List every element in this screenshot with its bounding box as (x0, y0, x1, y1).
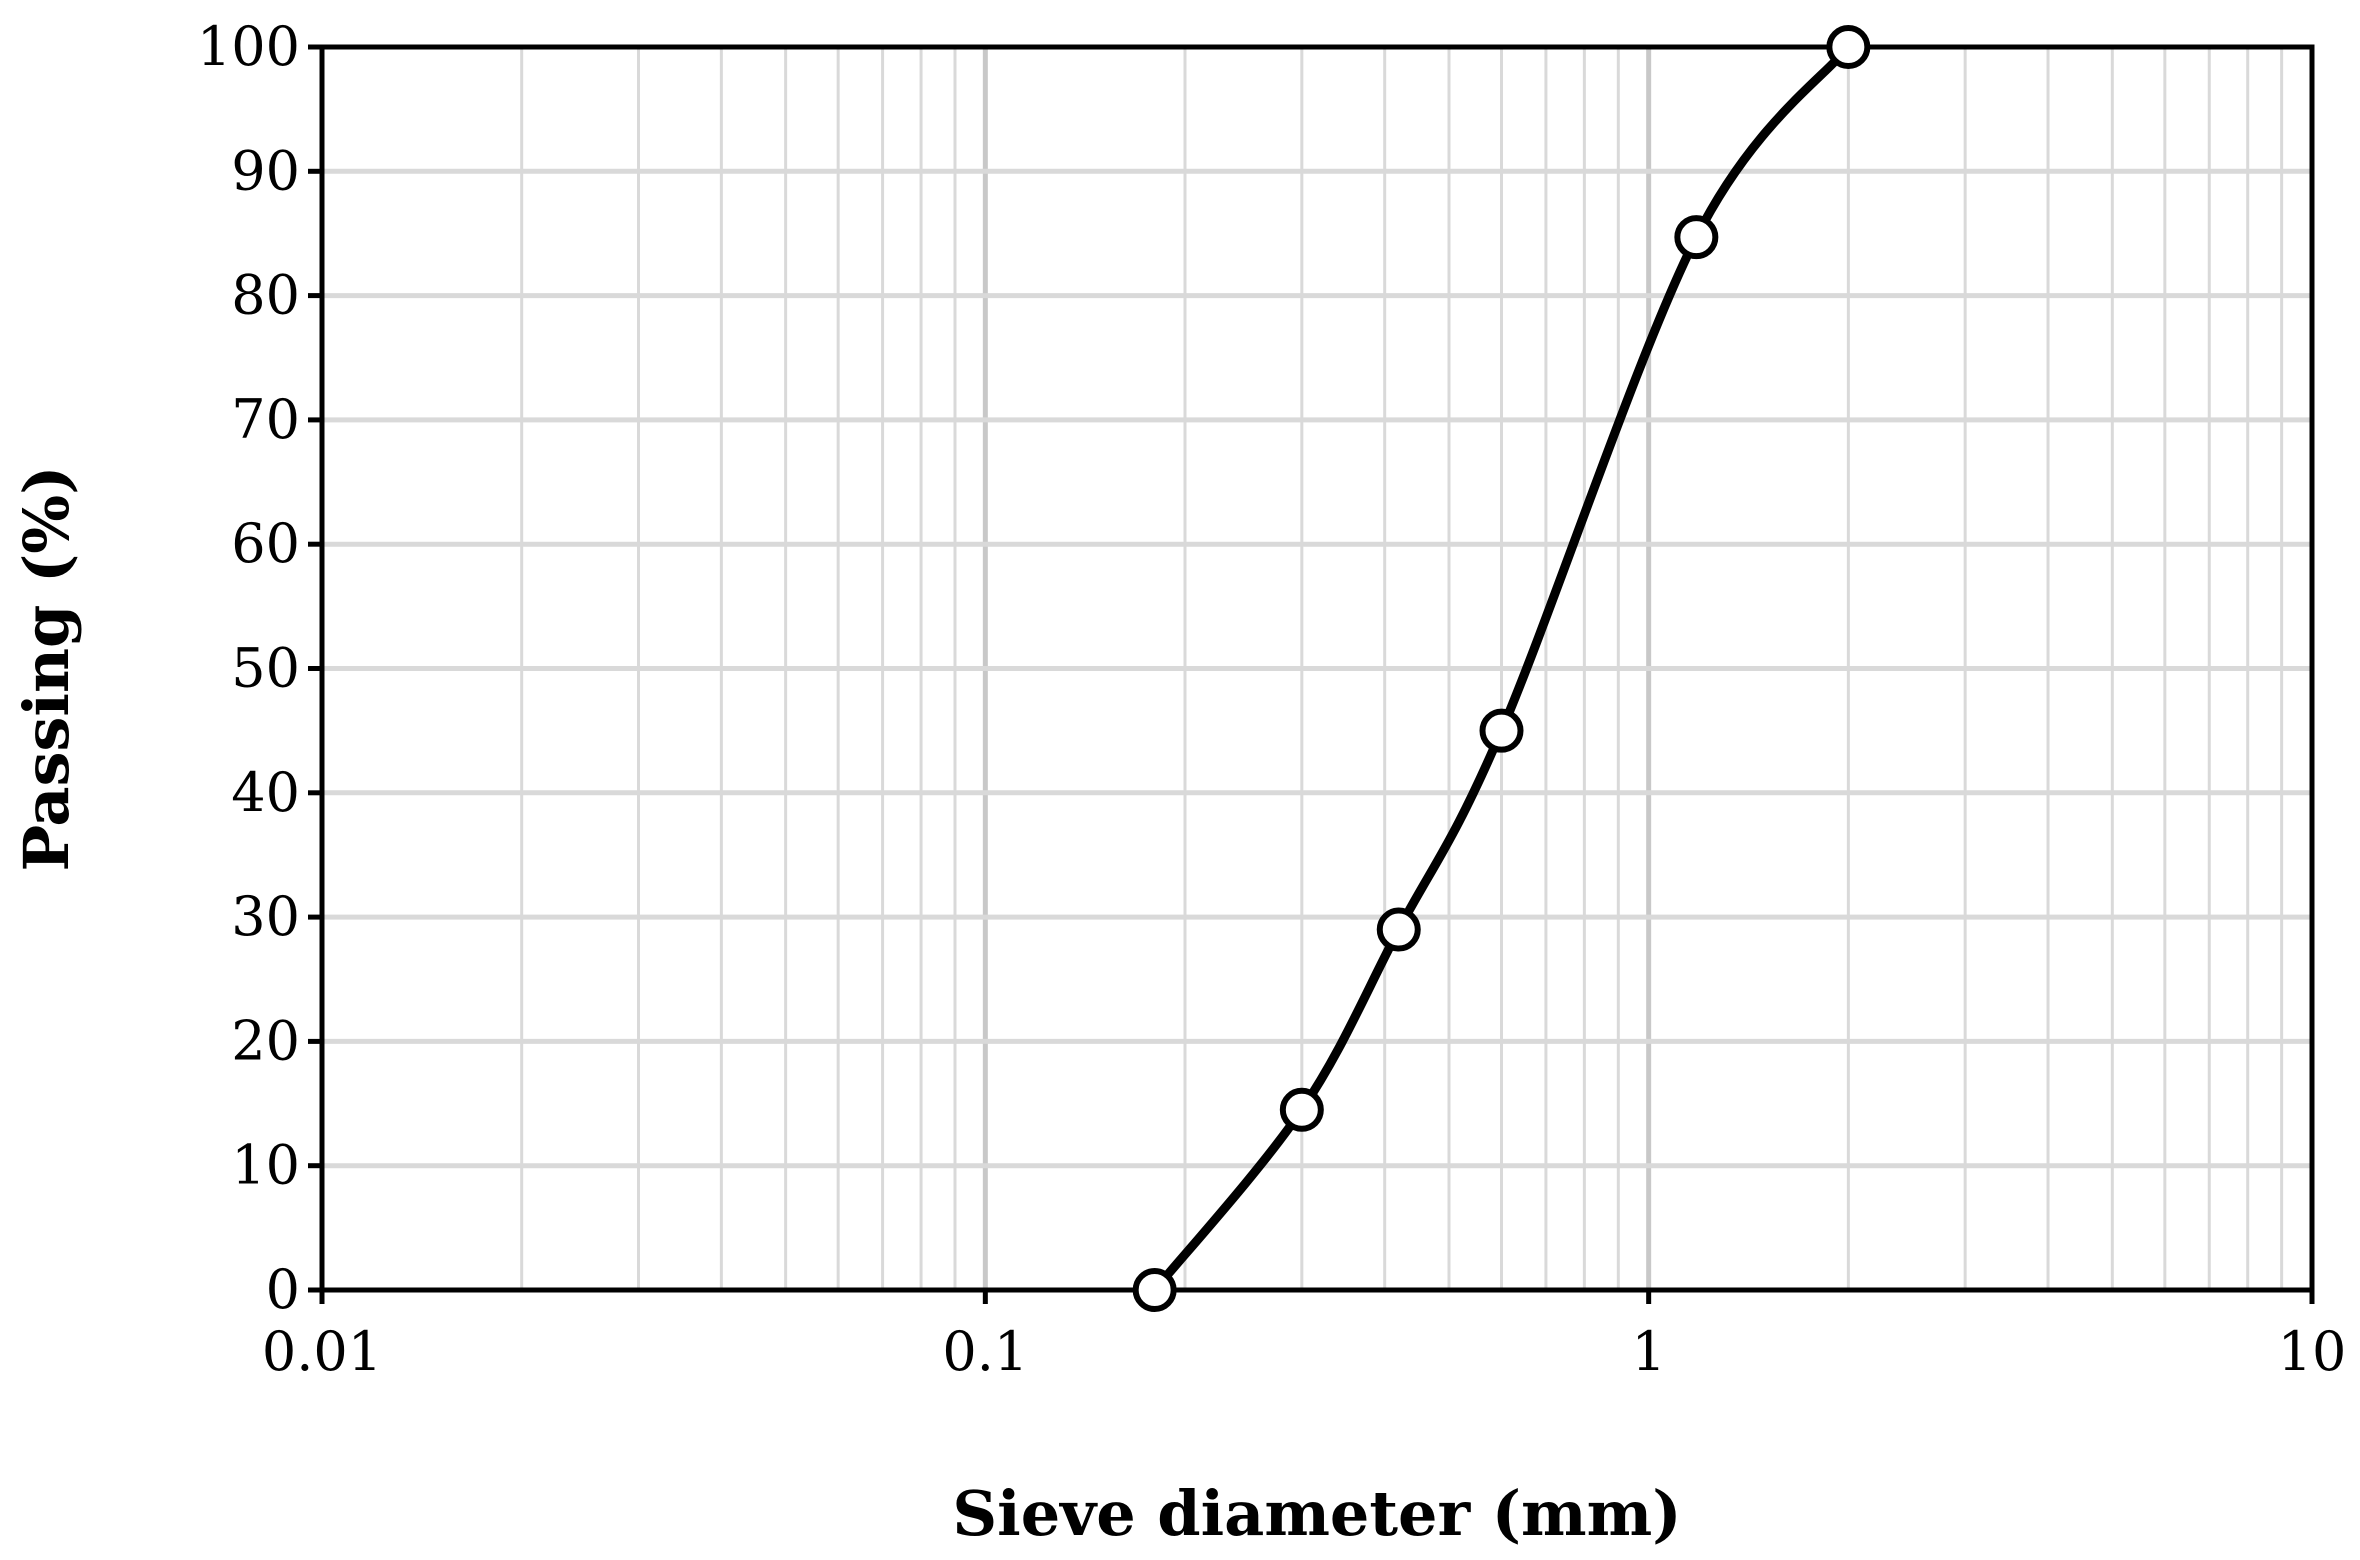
data-point-marker (1674, 215, 1719, 260)
y-axis-title: Passing (%) (10, 465, 83, 871)
data-point-marker (1826, 25, 1871, 69)
y-tick-label: 90 (231, 139, 300, 202)
x-tick-label: 1 (1631, 1320, 1665, 1383)
y-tick-label: 0 (266, 1258, 300, 1321)
data-point-marker (1132, 1268, 1177, 1312)
y-tick-label: 100 (197, 15, 300, 78)
y-tick-label: 50 (231, 637, 300, 700)
y-tick-label: 40 (231, 761, 300, 824)
y-tick-label: 80 (231, 264, 300, 327)
data-points (1132, 25, 1871, 1312)
x-tick-label: 0.1 (942, 1320, 1028, 1383)
x-tick-label: 0.01 (262, 1320, 382, 1383)
data-point-marker (1479, 708, 1524, 753)
y-tick-label: 70 (231, 388, 300, 451)
x-tick-label: 10 (2278, 1320, 2347, 1383)
data-point-marker (1376, 907, 1421, 952)
grid-lines (322, 47, 2312, 1290)
x-axis-title: Sieve diameter (mm) (952, 1477, 1681, 1550)
tick-labels: 0 10 20 30 40 50 60 70 80 90 100 0.01 0.1 1 10 (197, 15, 2346, 1383)
data-point-marker (1279, 1087, 1324, 1132)
y-tick-label: 60 (231, 512, 300, 575)
y-tick-label: 20 (231, 1009, 300, 1072)
plot-axes (308, 44, 2315, 1304)
y-tick-label: 10 (231, 1134, 300, 1197)
y-tick-label: 30 (231, 885, 300, 948)
